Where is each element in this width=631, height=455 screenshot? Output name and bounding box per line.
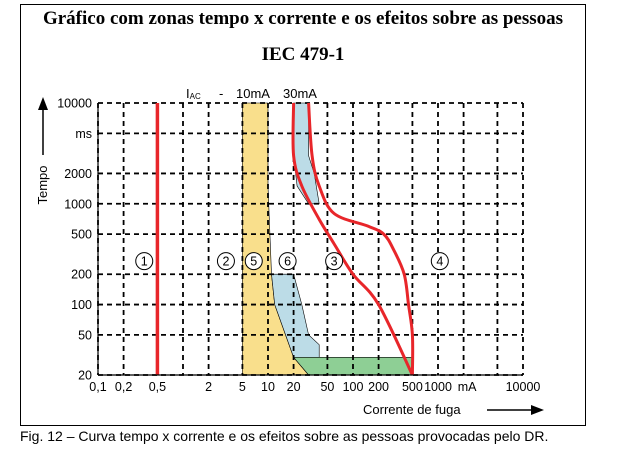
figure-frame <box>20 4 586 426</box>
y-axis-title: Tempo <box>35 165 50 204</box>
x-tick-label: 5 <box>239 380 246 394</box>
zone-label-circle <box>278 252 297 271</box>
zone-label-circle <box>135 252 154 271</box>
y-axis-arrowhead <box>38 97 48 110</box>
zone-label-circle <box>244 252 263 271</box>
zone-label-3: 3 <box>331 255 338 269</box>
y-tick-label: 100 <box>71 298 92 312</box>
zones-layer <box>242 102 413 376</box>
y-tick-label: ms <box>75 127 92 141</box>
zone-label-5: 5 <box>250 255 257 269</box>
chart-subtitle: IEC 479-1 <box>261 44 345 65</box>
x-axis-arrowhead <box>531 405 544 415</box>
x-tick-label: 100 <box>343 380 364 394</box>
x-tick-label: 200 <box>368 380 389 394</box>
x-tick-label: 20 <box>287 380 301 394</box>
zone-label-circle <box>430 252 449 271</box>
y-tick-label: 20 <box>78 369 92 383</box>
figure-caption: Fig. 12 – Curva tempo x corrente e os ef… <box>20 428 549 444</box>
time-current-chart: 0,1 0,2 0,5 2 5 10 20 50 100 200 500 1000 10000mA100… <box>35 86 544 417</box>
x-tick-label: 10000 <box>506 380 541 394</box>
zone-label-circle <box>325 252 344 271</box>
zone-6b <box>271 273 320 358</box>
y-tick-label: 50 <box>78 328 92 342</box>
x-tick-label: 0,2 <box>115 380 132 394</box>
zone-label-4: 4 <box>436 255 443 269</box>
x-tick-label: 0,5 <box>149 380 166 394</box>
x-tick-label: 500 <box>402 380 423 394</box>
y-tick-label: 1000 <box>64 197 92 211</box>
y-tick-label: 2000 <box>64 167 92 181</box>
x-tick-label: 50 <box>320 380 334 394</box>
curve-c1 <box>307 102 415 376</box>
iac-dash: - <box>219 86 223 101</box>
axis-layer <box>38 97 544 415</box>
x-axis-title: Corrente de fuga <box>363 402 461 417</box>
zone-label-2: 2 <box>222 255 229 269</box>
y-tick-label: 10000 <box>57 97 92 111</box>
iac-label: IAC <box>186 86 201 101</box>
x-unit-label: mA <box>458 380 477 394</box>
zone-label-6: 6 <box>284 255 291 269</box>
iac-value-10ma: 10mA <box>236 86 270 101</box>
x-tick-label: 1000 <box>424 380 452 394</box>
x-tick-label: 10 <box>261 380 275 394</box>
labels-layer: 1 2 5 6 3 4 IAC -10mA 30mA Tempo Corrente de fuga <box>35 86 461 417</box>
y-tick-label: 200 <box>71 268 92 282</box>
x-tick-label: 0,1 <box>89 380 106 394</box>
iac-value-30ma: 30mA <box>283 86 317 101</box>
chart-title: Gráfico com zonas tempo x corrente e os … <box>42 8 564 29</box>
y-tick-label: 500 <box>71 228 92 242</box>
x-tick-label: 2 <box>205 380 212 394</box>
zone-label-1: 1 <box>141 255 148 269</box>
zone-6 <box>293 102 320 205</box>
zone-label-circle <box>216 252 235 271</box>
curves-layer <box>155 102 415 376</box>
ticks-layer: 0,1 0,2 0,5 2 5 10 20 50 100 200 500 1000 10000mA100… <box>57 97 540 395</box>
curve-c2 <box>291 102 414 376</box>
